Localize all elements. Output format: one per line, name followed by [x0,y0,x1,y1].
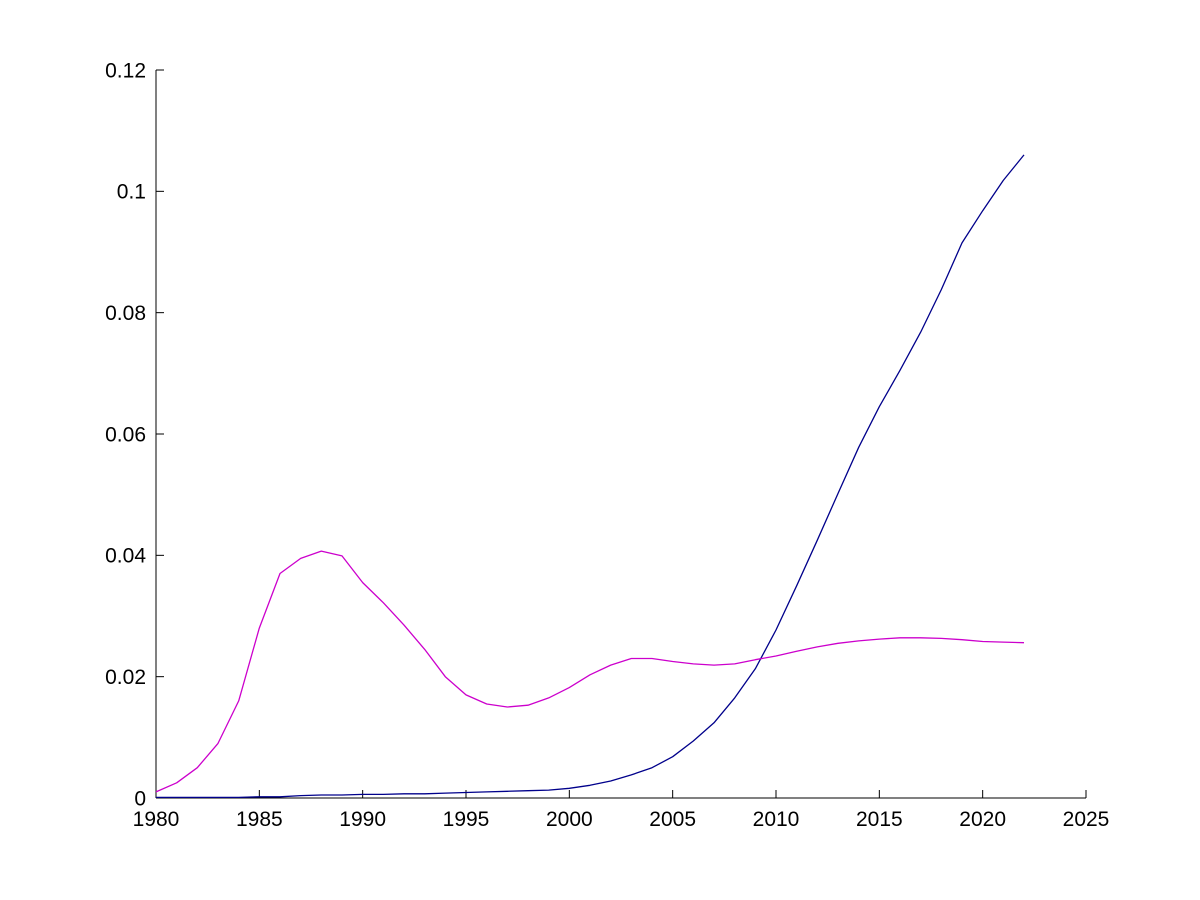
x-tick-label: 2010 [753,808,800,831]
x-tick-label: 1980 [133,808,180,831]
y-tick-label: 0.02 [105,666,146,689]
y-tick-label: 0.06 [105,423,146,446]
x-tick-label: 1995 [443,808,490,831]
x-tick-label: 2005 [649,808,696,831]
y-tick-label: 0.08 [105,302,146,325]
y-tick-label: 0.12 [105,59,146,82]
x-tick-label: 2000 [546,808,593,831]
magenta-line [155,550,1025,793]
y-tick-label: 0.04 [105,545,146,568]
dark-blue-line [156,154,1025,799]
x-tick-label: 2015 [856,808,903,831]
x-tick-label: 1985 [236,808,283,831]
y-tick-label: 0 [134,787,146,810]
x-tick-label: 1990 [339,808,386,831]
x-tick-label: 2020 [959,808,1006,831]
x-tick-label: 2025 [1063,808,1110,831]
y-tick-label: 0.1 [117,181,146,204]
